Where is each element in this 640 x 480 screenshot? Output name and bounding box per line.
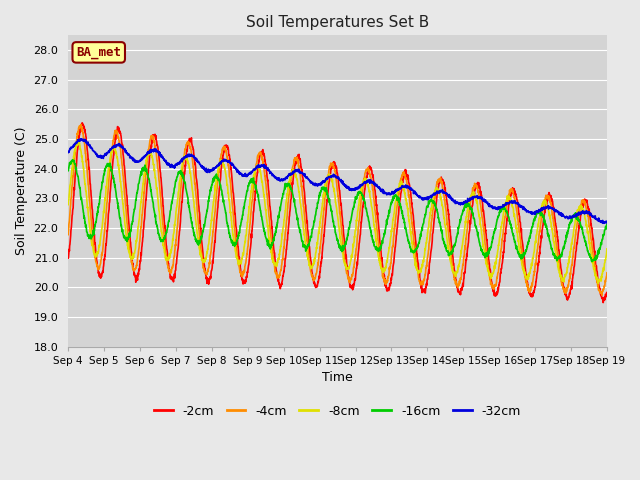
X-axis label: Time: Time [322,372,353,384]
Legend: -2cm, -4cm, -8cm, -16cm, -32cm: -2cm, -4cm, -8cm, -16cm, -32cm [149,400,526,423]
Title: Soil Temperatures Set B: Soil Temperatures Set B [246,15,429,30]
Text: BA_met: BA_met [76,46,121,59]
Y-axis label: Soil Temperature (C): Soil Temperature (C) [15,127,28,255]
